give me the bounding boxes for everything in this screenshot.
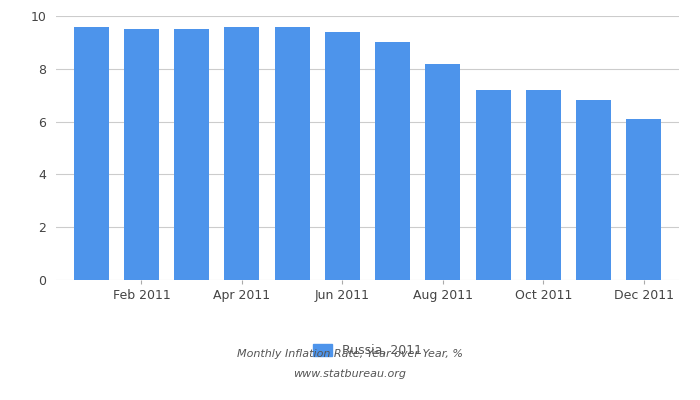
Bar — [475, 90, 511, 280]
Bar — [576, 100, 611, 280]
Text: Monthly Inflation Rate, Year over Year, %: Monthly Inflation Rate, Year over Year, … — [237, 349, 463, 359]
Bar — [375, 42, 410, 280]
Bar — [626, 119, 662, 280]
Text: www.statbureau.org: www.statbureau.org — [293, 369, 407, 379]
Bar — [526, 90, 561, 280]
Bar — [274, 26, 309, 280]
Bar — [124, 29, 159, 280]
Bar — [174, 29, 209, 280]
Bar — [224, 26, 260, 280]
Bar — [426, 64, 461, 280]
Bar — [325, 32, 360, 280]
Legend: Russia, 2011: Russia, 2011 — [313, 344, 422, 357]
Bar — [74, 26, 108, 280]
